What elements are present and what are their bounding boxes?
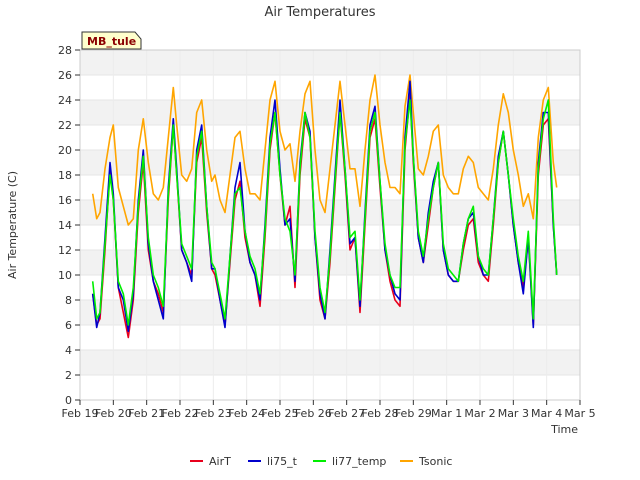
x-tick-label: Feb 26 xyxy=(295,407,332,420)
plot-band xyxy=(80,350,580,375)
x-tick-label: Feb 24 xyxy=(228,407,265,420)
x-tick-label: Feb 27 xyxy=(328,407,365,420)
x-tick-label: Mar 4 xyxy=(531,407,562,420)
y-tick-label: 16 xyxy=(58,194,72,207)
y-tick-label: 4 xyxy=(65,344,72,357)
y-tick-label: 24 xyxy=(58,94,72,107)
y-tick-label: 18 xyxy=(58,169,72,182)
x-tick-label: Mar 5 xyxy=(564,407,595,420)
legend-label: AirT xyxy=(209,455,231,468)
y-tick-label: 22 xyxy=(58,119,72,132)
legend-label: Tsonic xyxy=(418,455,452,468)
x-tick-label: Feb 20 xyxy=(95,407,132,420)
legend-label: li75_t xyxy=(267,455,298,468)
plot-band xyxy=(80,200,580,225)
x-tick-label: Feb 19 xyxy=(62,407,99,420)
site-badge: MB_tule xyxy=(81,31,142,50)
series-line-tsonic xyxy=(91,74,558,226)
x-tick-label: Feb 23 xyxy=(195,407,232,420)
series-lines xyxy=(91,74,558,339)
plot-band xyxy=(80,300,580,325)
x-tick-label: Mar 3 xyxy=(498,407,529,420)
x-tick-label: Feb 29 xyxy=(395,407,432,420)
plot-band xyxy=(80,100,580,125)
y-tick-label: 10 xyxy=(58,269,72,282)
y-tick-label: 2 xyxy=(65,369,72,382)
y-tick-label: 26 xyxy=(58,69,72,82)
x-tick-label: Feb 25 xyxy=(262,407,299,420)
y-tick-label: 14 xyxy=(58,219,72,232)
legend: AirT li75_t li77_temp Tsonic xyxy=(190,455,452,468)
chart-title: Air Temperatures xyxy=(264,5,375,20)
y-tick-label: 20 xyxy=(58,144,72,157)
x-tick-label: Feb 28 xyxy=(362,407,399,420)
y-tick-label: 12 xyxy=(58,244,72,257)
plot-band xyxy=(80,50,580,75)
x-tick-label: Feb 22 xyxy=(162,407,199,420)
x-tick-label: Mar 2 xyxy=(464,407,495,420)
y-axis-label: Air Temperature (C) xyxy=(6,171,19,279)
y-tick-label: 0 xyxy=(65,394,72,407)
y-tick-label: 28 xyxy=(58,44,72,57)
series-line-li77-temp xyxy=(91,99,558,326)
legend-label: li77_temp xyxy=(332,455,386,468)
y-tick-label: 6 xyxy=(65,319,72,332)
x-tick-label: Feb 21 xyxy=(128,407,165,420)
site-badge-label: MB_tule xyxy=(87,35,136,48)
x-axis-label: Time xyxy=(550,423,578,436)
y-tick-label: 8 xyxy=(65,294,72,307)
x-tick-label: Mar 1 xyxy=(431,407,462,420)
